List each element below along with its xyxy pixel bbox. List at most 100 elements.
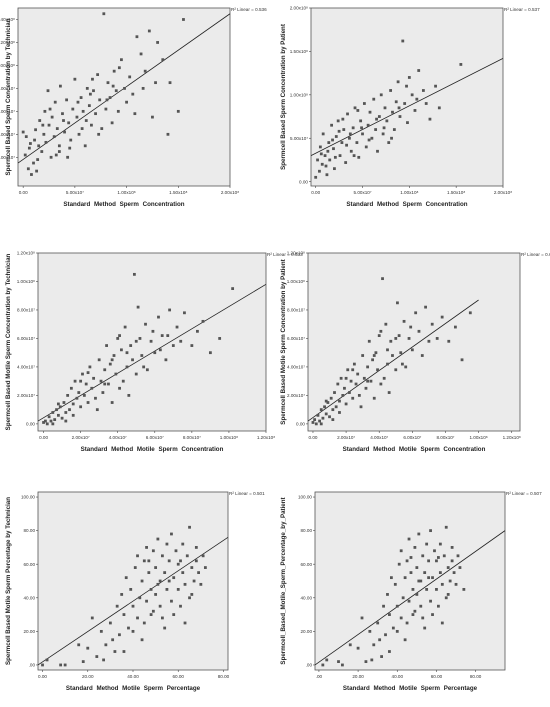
data-point xyxy=(417,532,421,536)
data-point xyxy=(381,132,385,136)
regression-line xyxy=(37,537,229,666)
data-point xyxy=(63,130,66,134)
data-point xyxy=(120,348,123,352)
data-point xyxy=(409,325,413,329)
data-point xyxy=(316,413,320,417)
y-tick-label: 8.00x10⁷ xyxy=(287,308,305,313)
data-point xyxy=(437,106,441,110)
data-point xyxy=(450,559,454,563)
data-point xyxy=(179,604,182,608)
data-point xyxy=(158,604,162,608)
data-point xyxy=(174,549,178,553)
data-point xyxy=(135,35,139,39)
data-point xyxy=(136,616,139,620)
data-point xyxy=(374,128,378,131)
data-point xyxy=(88,92,92,96)
data-point xyxy=(388,650,391,653)
data-point xyxy=(108,621,112,625)
scatter-chart-5: .00 20.00 40.00 60.00 80.00 100.00 0.00 20.00 40… xyxy=(0,478,275,707)
regression-line xyxy=(307,299,479,422)
data-point xyxy=(188,525,191,529)
data-point xyxy=(423,626,427,630)
data-point xyxy=(344,161,348,164)
data-point xyxy=(359,405,363,409)
data-point xyxy=(53,100,57,104)
x-axis-label: Standard Method Sperm Concentration xyxy=(346,201,467,208)
data-point xyxy=(341,117,345,121)
data-point xyxy=(231,287,235,290)
scatter-svg-6: .00 20.00 40.00 60.00 80.00 100.00 .00 20.00 40.… xyxy=(280,491,542,692)
data-point xyxy=(120,593,124,596)
x-tick-label: 1.00x10⁸ xyxy=(469,435,487,440)
data-point xyxy=(351,126,355,130)
data-point xyxy=(92,89,95,93)
data-point xyxy=(151,609,155,613)
data-point xyxy=(103,368,107,372)
data-point xyxy=(41,123,45,127)
data-point xyxy=(415,97,419,101)
data-point xyxy=(362,376,366,380)
data-point xyxy=(425,542,429,546)
data-point xyxy=(391,626,395,630)
data-point xyxy=(50,115,54,119)
data-point xyxy=(91,77,94,81)
data-point xyxy=(366,379,370,383)
data-point xyxy=(404,365,408,369)
x-tick-label: .00 xyxy=(316,674,323,679)
data-point xyxy=(161,58,165,62)
data-point xyxy=(424,305,427,309)
data-point xyxy=(423,571,427,575)
y-tick-label: 100.00 xyxy=(21,495,35,500)
data-point xyxy=(57,150,61,153)
data-point xyxy=(387,141,391,144)
data-point xyxy=(90,616,94,620)
data-point xyxy=(30,173,33,176)
data-point xyxy=(132,272,136,276)
data-point xyxy=(76,100,80,104)
data-point xyxy=(314,422,318,426)
x-tick-label: 0.00 xyxy=(38,674,47,679)
data-point xyxy=(437,604,440,608)
data-point xyxy=(415,566,419,569)
data-point xyxy=(380,655,383,658)
data-point xyxy=(26,167,30,171)
data-point xyxy=(407,599,411,603)
data-point xyxy=(36,158,40,161)
data-point xyxy=(348,643,352,647)
data-point xyxy=(389,89,393,92)
data-point xyxy=(183,582,187,586)
data-point xyxy=(397,106,401,110)
r-squared-label: R² Linear = 0.641 xyxy=(521,252,550,257)
data-point xyxy=(95,408,99,412)
data-point xyxy=(394,100,398,104)
data-point xyxy=(338,411,341,414)
data-point xyxy=(172,576,176,580)
x-tick-label: 1.20x10⁸ xyxy=(257,435,275,440)
x-tick-label: 1.50x10⁸ xyxy=(447,190,465,195)
data-point xyxy=(452,571,456,575)
data-point xyxy=(79,405,83,409)
data-point xyxy=(71,107,75,111)
data-point xyxy=(346,112,349,116)
data-point xyxy=(131,92,135,96)
data-point xyxy=(376,368,379,372)
data-point xyxy=(435,337,439,340)
data-point xyxy=(327,141,331,144)
data-point xyxy=(98,98,102,102)
data-point xyxy=(343,386,346,390)
data-point xyxy=(371,358,374,362)
r-squared-label: R² Linear = 0.536 xyxy=(231,7,267,12)
data-point xyxy=(336,119,340,123)
data-point xyxy=(374,351,378,355)
data-point xyxy=(389,576,393,580)
data-point xyxy=(402,319,406,323)
data-point xyxy=(35,169,39,173)
data-point xyxy=(139,52,143,56)
data-point xyxy=(438,571,442,575)
data-point xyxy=(391,354,394,357)
data-point xyxy=(344,376,348,380)
data-point xyxy=(357,394,361,397)
data-point xyxy=(419,604,423,608)
r-squared-label: R² Linear = 0.507 xyxy=(506,491,542,496)
data-point xyxy=(151,549,155,553)
